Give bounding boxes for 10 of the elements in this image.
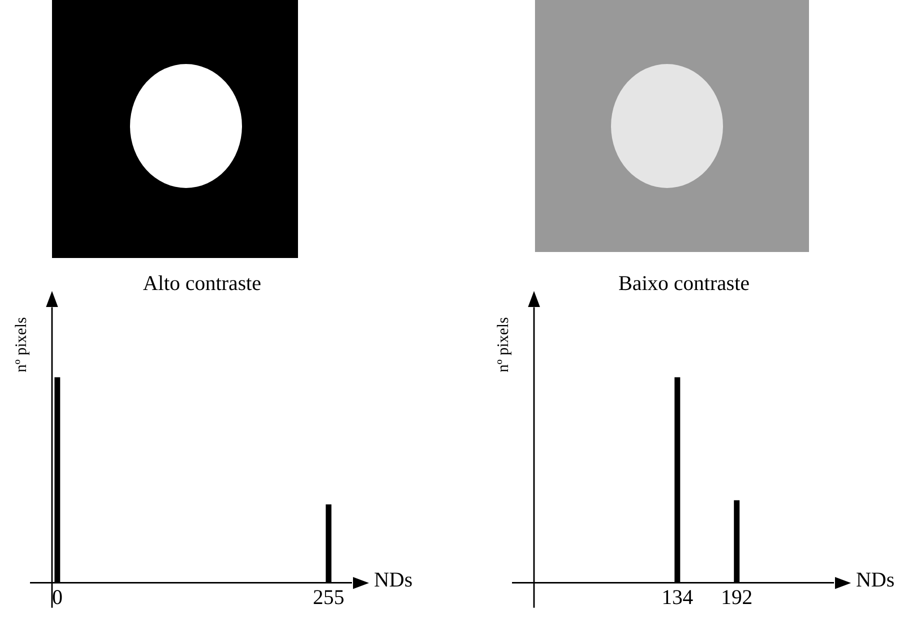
- x-axis-title: NDs: [856, 567, 895, 592]
- y-axis-title: nº pixels: [13, 317, 30, 372]
- x-tick-label: 192: [720, 584, 752, 609]
- x-axis-title: NDs: [374, 567, 413, 592]
- chart-title: Alto contraste: [142, 271, 262, 296]
- x-tick-label: 0: [52, 584, 63, 609]
- x-tick-label: 134: [662, 584, 694, 609]
- x-tick-label: 255: [312, 584, 344, 609]
- y-axis-title: nº pixels: [495, 317, 512, 372]
- chart-title: Baixo contraste: [618, 271, 750, 296]
